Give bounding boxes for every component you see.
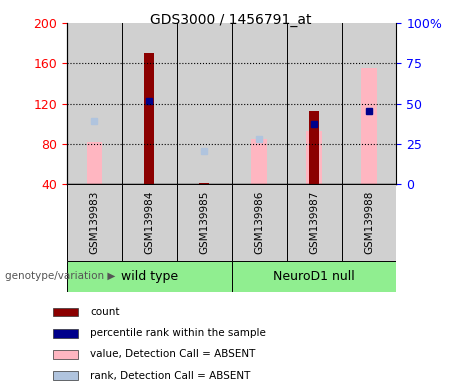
Bar — [287, 23, 342, 184]
Text: GSM139988: GSM139988 — [364, 191, 374, 255]
Text: GSM139986: GSM139986 — [254, 191, 264, 255]
Text: count: count — [90, 307, 119, 317]
Text: genotype/variation ▶: genotype/variation ▶ — [5, 271, 115, 281]
Bar — [122, 23, 177, 184]
Bar — [53, 329, 78, 338]
Bar — [87, 142, 102, 184]
Text: GSM139985: GSM139985 — [199, 191, 209, 255]
Bar — [231, 184, 287, 261]
Bar — [342, 184, 396, 261]
Bar — [231, 23, 287, 184]
Bar — [342, 23, 396, 184]
Bar — [67, 23, 122, 184]
Bar — [67, 184, 122, 261]
Bar — [53, 371, 78, 380]
Text: wild type: wild type — [121, 270, 178, 283]
Bar — [177, 184, 231, 261]
Bar — [231, 261, 396, 292]
Text: GSM139987: GSM139987 — [309, 191, 319, 255]
Text: percentile rank within the sample: percentile rank within the sample — [90, 328, 266, 338]
Bar — [307, 131, 322, 184]
Text: GDS3000 / 1456791_at: GDS3000 / 1456791_at — [150, 13, 311, 27]
Text: GSM139983: GSM139983 — [89, 191, 99, 255]
Bar — [53, 350, 78, 359]
Bar — [122, 184, 177, 261]
Text: NeuroD1 null: NeuroD1 null — [273, 270, 355, 283]
Bar — [287, 184, 342, 261]
Text: value, Detection Call = ABSENT: value, Detection Call = ABSENT — [90, 349, 255, 359]
Text: GSM139984: GSM139984 — [144, 191, 154, 255]
Bar — [199, 183, 209, 184]
Bar — [361, 68, 377, 184]
Text: rank, Detection Call = ABSENT: rank, Detection Call = ABSENT — [90, 371, 250, 381]
Bar — [67, 261, 231, 292]
Bar — [251, 139, 267, 184]
Bar — [53, 308, 78, 316]
Bar — [144, 53, 154, 184]
Bar — [309, 111, 319, 184]
Bar — [177, 23, 231, 184]
